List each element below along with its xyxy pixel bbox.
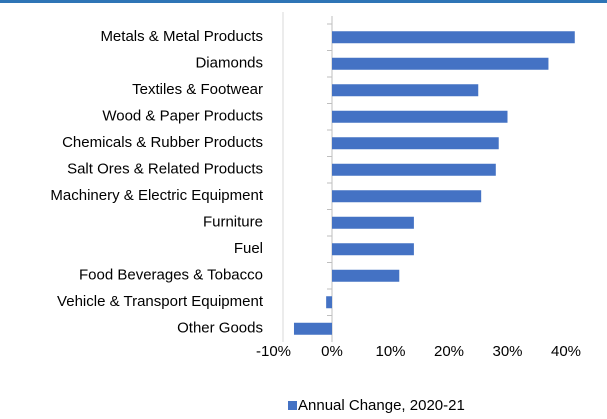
bar	[332, 190, 482, 203]
x-tick-label: 0%	[321, 343, 343, 360]
bar	[332, 84, 479, 97]
bar	[332, 110, 508, 123]
legend-swatch	[288, 401, 297, 410]
y-tick-label: Fuel	[234, 240, 263, 257]
bar	[332, 31, 575, 44]
legend-label: Annual Change, 2020-21	[298, 397, 465, 414]
x-tick-label: 40%	[551, 343, 581, 360]
bar	[332, 137, 499, 150]
y-tick-label: Food Beverages & Tobacco	[79, 267, 263, 284]
x-tick-label: -10%	[256, 343, 291, 360]
y-tick-label: Machinery & Electric Equipment	[50, 187, 263, 204]
bar	[332, 243, 414, 256]
y-tick-label: Textiles & Footwear	[132, 81, 263, 98]
bar	[332, 57, 549, 70]
y-tick-label: Chemicals & Rubber Products	[62, 134, 263, 151]
bar	[332, 269, 400, 282]
y-tick-label: Salt Ores & Related Products	[67, 161, 263, 178]
x-tick-label: 20%	[434, 343, 464, 360]
header-bar	[0, 0, 607, 3]
x-tick-label: 10%	[375, 343, 405, 360]
y-tick-label: Diamonds	[195, 55, 263, 72]
y-tick-label: Furniture	[203, 214, 263, 231]
x-tick-label: 30%	[492, 343, 522, 360]
bar	[332, 163, 496, 176]
bar	[332, 216, 414, 229]
y-tick-label: Metals & Metal Products	[100, 28, 263, 45]
y-tick-label: Vehicle & Transport Equipment	[57, 293, 264, 310]
y-tick-label: Wood & Paper Products	[102, 108, 263, 125]
bar	[293, 322, 332, 335]
bar	[326, 296, 332, 309]
y-tick-label: Other Goods	[177, 320, 263, 337]
